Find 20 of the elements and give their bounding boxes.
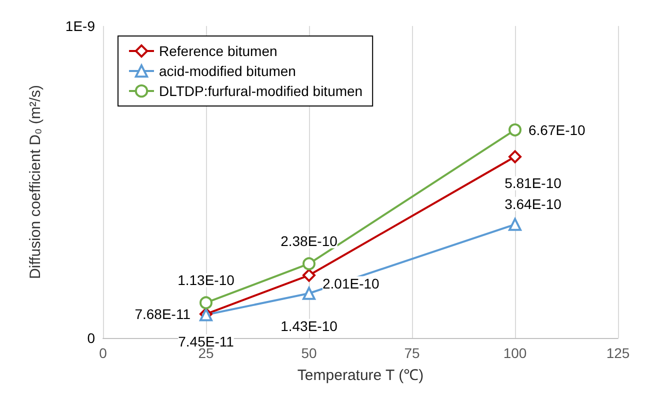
data-label: 1.43E-10 [280, 318, 338, 334]
data-label: 7.68E-11 [134, 306, 191, 322]
data-label: 2.38E-10 [280, 233, 338, 250]
y-tick-label: 1E-9 [65, 18, 96, 34]
legend-label: Reference bitumen [159, 43, 278, 59]
data-label: 6.67E-10 [528, 122, 586, 138]
x-tick-label: 75 [404, 345, 420, 361]
x-tick-label: 100 [503, 345, 527, 361]
y-axis-title: Diffusion coefficient D₀ (m²/s) [27, 84, 44, 280]
x-tick-label: 125 [606, 345, 630, 361]
data-label: 7.45E-11 [178, 333, 234, 350]
x-tick-label: 50 [301, 345, 317, 361]
data-label: 2.01E-10 [322, 275, 380, 292]
legend-label: acid-modified bitumen [159, 63, 296, 79]
data-label: 1.13E-10 [178, 272, 235, 288]
data-label: 5.81E-10 [504, 175, 562, 192]
x-tick-label: 0 [99, 345, 108, 361]
data-label: 3.64E-10 [504, 196, 562, 212]
legend-label: DLTDP:furfural-modified bitumen [159, 83, 363, 99]
x-axis-title: Temperature T (℃) [297, 367, 424, 384]
